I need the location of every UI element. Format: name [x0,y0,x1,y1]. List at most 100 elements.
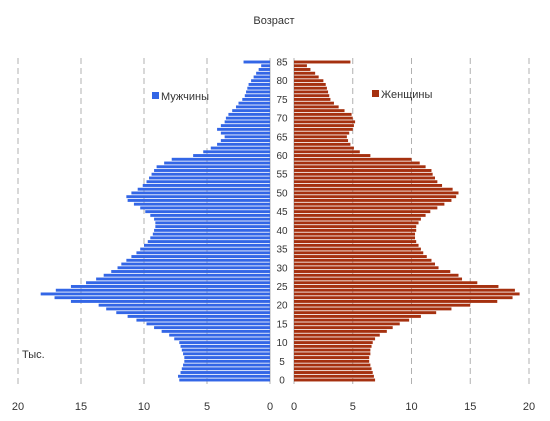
male-bar [154,326,270,330]
female-bar [294,210,431,214]
male-bar [243,60,270,64]
female-bar [294,135,347,139]
female-bar [294,139,349,143]
male-bar [171,157,270,161]
female-bar [294,146,354,150]
x-tick-label-left: 0 [267,401,273,413]
female-bar [294,303,471,307]
male-bar [127,314,271,318]
left-grid [17,58,271,384]
female-bar [294,165,426,169]
female-bar [294,262,435,266]
male-bar [70,285,270,288]
male-bar [131,191,270,195]
age-tick-label: 30 [276,263,288,274]
female-bar [294,251,424,255]
male-bar [179,378,270,382]
female-bar [294,172,433,176]
female-bar [294,292,520,296]
male-bar [140,247,270,251]
female-bar [294,169,432,172]
female-bar [294,258,432,262]
male-bar [225,116,270,120]
female-bar [294,198,452,202]
female-bar [294,131,350,135]
female-bar [294,109,345,113]
age-tick-label: 80 [276,76,288,87]
legend-female-swatch [372,90,379,97]
male-bar [151,172,270,176]
female-bar [294,277,463,281]
x-tick-label-left: 20 [12,401,24,413]
male-bar [224,120,270,124]
female-bar [294,326,393,330]
female-bar [294,71,316,75]
female-bar [294,318,410,322]
age-tick-label: 40 [276,226,288,237]
male-bars [40,60,271,382]
female-bar [294,75,319,79]
female-bar [294,225,417,229]
x-tick-label-left: 5 [204,401,210,413]
x-tick-label-right: 0 [291,401,297,413]
male-bar [220,131,270,135]
female-bar [294,288,515,292]
female-bar [294,176,435,180]
female-bar [294,187,453,191]
male-bar [184,356,270,360]
female-bar [294,124,354,128]
male-bar [244,94,270,98]
age-tick-label: 75 [276,95,288,106]
male-bar [146,322,270,326]
female-bar [294,363,371,367]
female-bar [294,79,324,83]
female-bar [294,232,416,236]
male-bar [183,363,270,367]
female-bar [294,116,353,120]
legend-female-label: Женщины [381,89,432,101]
male-bar [183,352,270,356]
female-bar [294,120,356,124]
female-bar [294,217,421,221]
male-bar [161,329,270,333]
male-bar [136,318,270,322]
female-bar [294,180,438,184]
legend-male-swatch [152,92,159,99]
male-bar [248,82,270,86]
female-bar [294,281,478,285]
male-bar [261,64,270,68]
age-tick-label: 15 [276,319,288,330]
male-bar [180,344,270,348]
male-bar [140,206,270,210]
right-grid [293,58,530,384]
female-bar [294,314,421,318]
male-bar [96,277,271,281]
male-bar [174,337,270,341]
female-bar [294,228,417,232]
male-bar [145,210,270,214]
age-tick-label: 60 [276,151,288,162]
female-bar [294,311,437,315]
female-bar [294,337,376,341]
male-bar [144,243,270,247]
male-bar [242,97,270,101]
age-tick-label: 65 [276,132,288,143]
female-bar [294,329,387,333]
age-tick-label: 55 [276,170,288,181]
male-bar [164,161,270,165]
male-bar [256,71,270,75]
age-tick-label: 35 [276,245,288,256]
x-tick-label-left: 10 [138,401,150,413]
male-bar [86,281,270,285]
male-bar [155,225,270,229]
female-bar [294,161,420,165]
x-tick-label-left: 15 [75,401,87,413]
male-bar [181,367,270,371]
female-bar [294,236,416,240]
x-tick-label-right: 15 [464,401,476,413]
age-tick-label: 20 [276,301,288,312]
male-bar [235,105,270,109]
female-bar [294,374,374,378]
male-bar [184,359,270,363]
